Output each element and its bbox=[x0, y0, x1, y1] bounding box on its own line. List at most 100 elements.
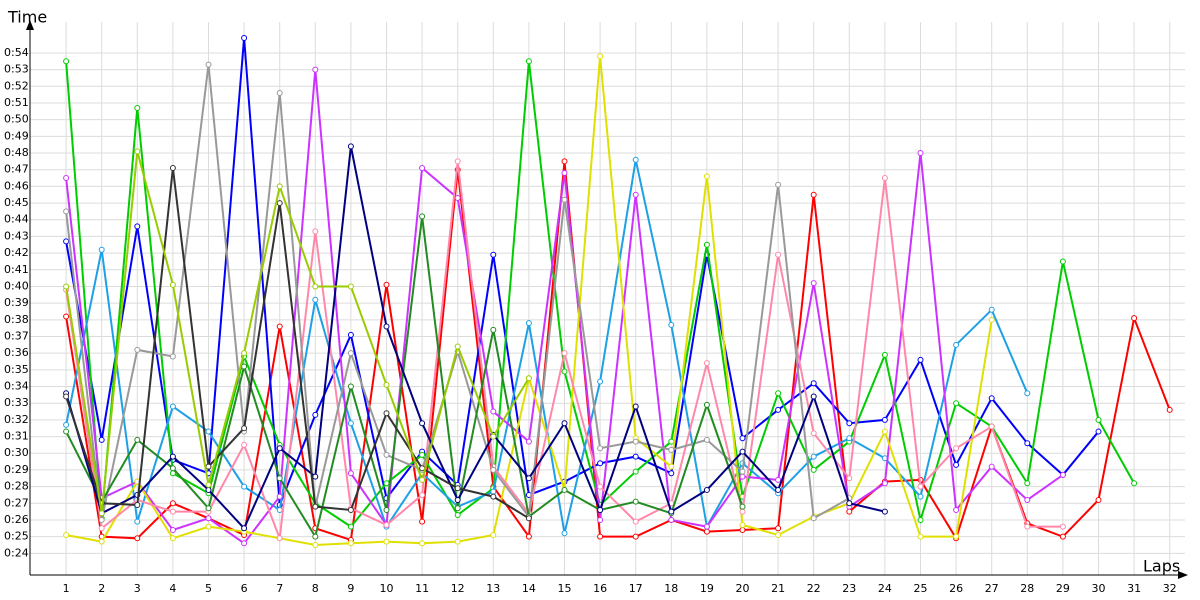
point bbox=[419, 165, 426, 172]
point bbox=[205, 486, 212, 493]
grid bbox=[30, 22, 1185, 575]
point bbox=[312, 541, 319, 548]
point bbox=[383, 451, 390, 458]
x-tick-label: 9 bbox=[347, 582, 354, 595]
point bbox=[98, 246, 105, 253]
series-line bbox=[65, 151, 530, 514]
y-tick-label: 0:28 bbox=[4, 480, 29, 493]
point bbox=[597, 533, 604, 540]
point bbox=[703, 436, 710, 443]
point bbox=[312, 296, 319, 303]
point bbox=[703, 173, 710, 180]
y-tick-label: 0:39 bbox=[4, 296, 29, 309]
x-tick-label: 21 bbox=[771, 582, 785, 595]
point bbox=[668, 321, 675, 328]
point bbox=[1166, 406, 1173, 413]
y-tick-label: 0:24 bbox=[4, 546, 29, 559]
point bbox=[1059, 471, 1066, 478]
x-tick-label: 1 bbox=[63, 582, 70, 595]
point bbox=[63, 531, 70, 538]
point bbox=[561, 170, 568, 177]
y-tick-label: 0:31 bbox=[4, 430, 29, 443]
point bbox=[739, 526, 746, 533]
point bbox=[383, 538, 390, 545]
point bbox=[953, 341, 960, 348]
point bbox=[703, 528, 710, 535]
point bbox=[739, 473, 746, 480]
point bbox=[63, 393, 70, 400]
point bbox=[810, 280, 817, 287]
y-tick-label: 0:50 bbox=[4, 113, 29, 126]
point bbox=[312, 533, 319, 540]
x-tick-label: 13 bbox=[486, 582, 500, 595]
point bbox=[169, 500, 176, 507]
point bbox=[775, 476, 782, 483]
point bbox=[1024, 496, 1031, 503]
point bbox=[347, 420, 354, 427]
y-tick-label: 0:38 bbox=[4, 313, 29, 326]
point bbox=[205, 428, 212, 435]
point bbox=[63, 283, 70, 290]
x-tick-label: 6 bbox=[241, 582, 248, 595]
point bbox=[98, 516, 105, 523]
point bbox=[98, 510, 105, 517]
point bbox=[419, 518, 426, 525]
y-tick-label: 0:44 bbox=[4, 213, 29, 226]
x-tick-label: 30 bbox=[1092, 582, 1106, 595]
point bbox=[454, 538, 461, 545]
point bbox=[881, 508, 888, 515]
y-tick-label: 0:32 bbox=[4, 413, 29, 426]
y-tick-label: 0:51 bbox=[4, 96, 29, 109]
point bbox=[205, 481, 212, 488]
x-tick-label: 19 bbox=[700, 582, 714, 595]
x-tick-label: 18 bbox=[664, 582, 678, 595]
point bbox=[490, 531, 497, 538]
x-tick-label: 17 bbox=[629, 582, 643, 595]
point bbox=[775, 181, 782, 188]
point bbox=[917, 533, 924, 540]
point bbox=[988, 463, 995, 470]
point bbox=[561, 486, 568, 493]
point bbox=[1095, 416, 1102, 423]
point bbox=[668, 463, 675, 470]
point bbox=[846, 508, 853, 515]
point bbox=[561, 530, 568, 537]
point bbox=[561, 158, 568, 165]
point bbox=[703, 241, 710, 248]
point bbox=[881, 416, 888, 423]
point bbox=[703, 523, 710, 530]
point bbox=[205, 505, 212, 512]
x-tick-label: 23 bbox=[842, 582, 856, 595]
point bbox=[1024, 480, 1031, 487]
point bbox=[63, 175, 70, 182]
point bbox=[1095, 496, 1102, 503]
point bbox=[63, 58, 70, 65]
point bbox=[953, 400, 960, 407]
point bbox=[917, 483, 924, 490]
point bbox=[169, 465, 176, 472]
point bbox=[134, 104, 141, 111]
point bbox=[347, 506, 354, 513]
series-line bbox=[65, 167, 530, 520]
point bbox=[276, 475, 283, 482]
point bbox=[169, 403, 176, 410]
point bbox=[525, 58, 532, 65]
point bbox=[312, 473, 319, 480]
point bbox=[525, 533, 532, 540]
point bbox=[347, 523, 354, 530]
y-arrow bbox=[26, 20, 34, 30]
point bbox=[1024, 390, 1031, 397]
point bbox=[1059, 523, 1066, 530]
point bbox=[597, 506, 604, 513]
point bbox=[632, 518, 639, 525]
point bbox=[739, 448, 746, 455]
point bbox=[810, 466, 817, 473]
point bbox=[419, 476, 426, 483]
y-tick-label: 0:48 bbox=[4, 146, 29, 159]
point bbox=[953, 533, 960, 540]
y-tick-label: 0:33 bbox=[4, 396, 29, 409]
point bbox=[419, 213, 426, 220]
point bbox=[632, 453, 639, 460]
point bbox=[276, 493, 283, 500]
point bbox=[241, 483, 248, 490]
